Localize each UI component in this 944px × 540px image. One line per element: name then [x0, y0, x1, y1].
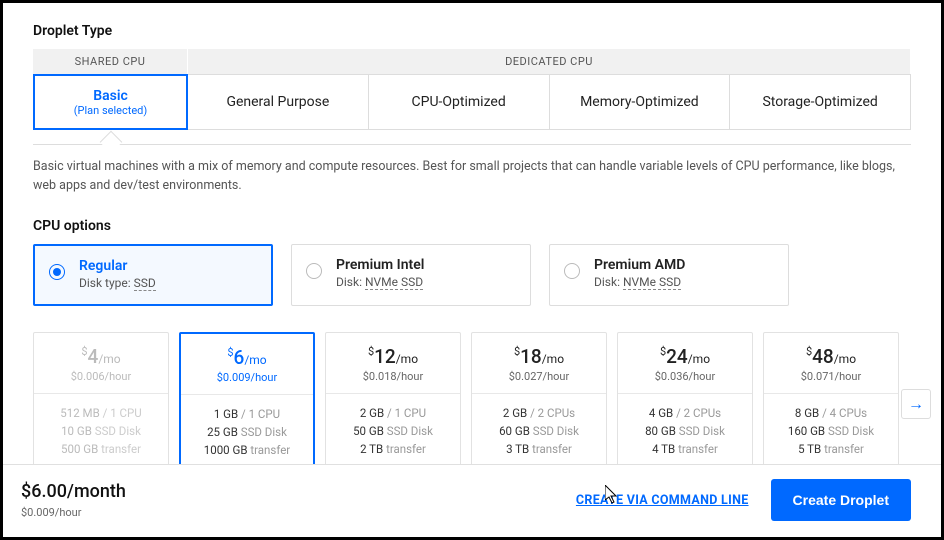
tab-memory-optimized[interactable]: Memory-Optimized	[550, 74, 731, 130]
cpu-option-premium-intel[interactable]: Premium Intel Disk: NVMe SSD	[291, 244, 531, 306]
summary-price: $6.00/month	[21, 481, 126, 502]
plan-cards-row: $4/mo $0.006/hour 512 MB / 1 CPU10 GB SSD …	[33, 332, 911, 465]
cpu-option-regular[interactable]: Regular Disk type: SSD	[33, 244, 273, 306]
arrow-right-icon: →	[908, 394, 924, 414]
cpu-option-premium-amd[interactable]: Premium AMD Disk: NVMe SSD	[549, 244, 789, 306]
tab-label: CPU-Optimized	[412, 94, 506, 110]
plan-specs: 512 MB / 1 CPU10 GB SSD Disk500 GB trans…	[34, 394, 168, 465]
plan-card-48[interactable]: $48/mo $0.071/hour 8 GB / 4 CPUs160 GB SSD…	[763, 332, 899, 465]
tab-label: Storage-Optimized	[762, 94, 877, 110]
plan-price: $18/mo	[476, 345, 602, 368]
droplet-type-title: Droplet Type	[33, 23, 911, 39]
plan-specs: 2 GB / 2 CPUs60 GB SSD Disk3 TB transfer	[472, 394, 606, 465]
tab-cpu-optimized[interactable]: CPU-Optimized	[369, 74, 550, 130]
plan-hourly: $0.018/hour	[330, 370, 456, 383]
shared-cpu-header: SHARED CPU	[33, 49, 188, 74]
plan-card-4: $4/mo $0.006/hour 512 MB / 1 CPU10 GB SSD …	[33, 332, 169, 465]
cpu-option-name: Premium Intel	[336, 257, 424, 273]
tab-sublabel: (Plan selected)	[74, 104, 147, 117]
plan-hourly: $0.071/hour	[768, 370, 894, 383]
plan-hourly: $0.009/hour	[185, 371, 309, 384]
droplet-type-tabs: Basic (Plan selected) General Purpose CP…	[33, 74, 911, 130]
cpu-options-row: Regular Disk type: SSD Premium Intel Dis…	[33, 244, 911, 306]
plan-price: $4/mo	[38, 345, 164, 368]
radio-icon	[306, 263, 322, 279]
cpu-option-disk: Disk: NVMe SSD	[336, 275, 424, 289]
footer: $6.00/month $0.009/hour CREATE VIA COMMA…	[3, 464, 941, 537]
plan-price: $48/mo	[768, 345, 894, 368]
radio-icon	[49, 264, 65, 280]
plan-price: $6/mo	[185, 346, 309, 369]
plan-price: $12/mo	[330, 345, 456, 368]
cpu-option-disk: Disk type: SSD	[79, 276, 156, 290]
dedicated-cpu-header: DEDICATED CPU	[188, 49, 911, 74]
plan-description: Basic virtual machines with a mix of mem…	[33, 158, 911, 196]
plan-hourly: $0.036/hour	[622, 370, 748, 383]
tab-general-purpose[interactable]: General Purpose	[188, 74, 369, 130]
plan-card-24[interactable]: $24/mo $0.036/hour 4 GB / 2 CPUs80 GB SSD …	[617, 332, 753, 465]
summary-hour: $0.009/hour	[21, 506, 126, 519]
tab-storage-optimized[interactable]: Storage-Optimized	[730, 74, 911, 130]
plan-card-12[interactable]: $12/mo $0.018/hour 2 GB / 1 CPU50 GB SSD D…	[325, 332, 461, 465]
plan-card-6[interactable]: $6/mo $0.009/hour 1 GB / 1 CPU25 GB SSD Di…	[179, 332, 315, 465]
cpu-option-disk: Disk: NVMe SSD	[594, 275, 685, 289]
tab-basic[interactable]: Basic (Plan selected)	[33, 74, 188, 130]
cpu-option-name: Regular	[79, 258, 156, 274]
plan-price: $24/mo	[622, 345, 748, 368]
tab-label: Basic	[93, 88, 128, 104]
plan-specs: 8 GB / 4 CPUs160 GB SSD Disk5 TB transfe…	[764, 394, 898, 465]
radio-icon	[564, 263, 580, 279]
create-droplet-button[interactable]: Create Droplet	[771, 479, 911, 521]
create-via-cli-link[interactable]: CREATE VIA COMMAND LINE	[576, 493, 749, 508]
tab-label: Memory-Optimized	[580, 94, 699, 110]
tab-label: General Purpose	[226, 94, 329, 110]
plan-hourly: $0.027/hour	[476, 370, 602, 383]
plan-specs: 1 GB / 1 CPU25 GB SSD Disk1000 GB transf…	[181, 395, 313, 465]
tab-divider	[33, 130, 911, 146]
scroll-next-button[interactable]: →	[901, 389, 931, 419]
cpu-options-title: CPU options	[33, 218, 911, 234]
plan-hourly: $0.006/hour	[38, 370, 164, 383]
cpu-option-name: Premium AMD	[594, 257, 685, 273]
plan-card-18[interactable]: $18/mo $0.027/hour 2 GB / 2 CPUs60 GB SSD …	[471, 332, 607, 465]
plan-specs: 4 GB / 2 CPUs80 GB SSD Disk4 TB transfer	[618, 394, 752, 465]
plan-specs: 2 GB / 1 CPU50 GB SSD Disk2 TB transfer	[326, 394, 460, 465]
